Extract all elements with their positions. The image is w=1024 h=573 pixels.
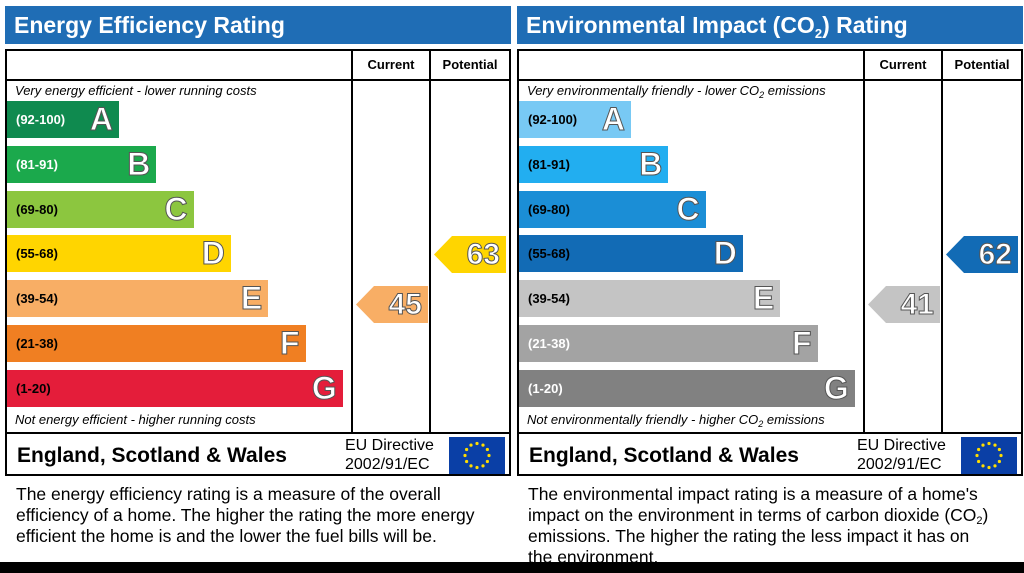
energy-rating-chart: Current Potential Very energy efficient …	[5, 49, 511, 476]
rating-band-b: (81-91) B	[7, 145, 157, 183]
eu-star	[993, 464, 997, 468]
rating-pointer-current: 41	[868, 286, 940, 324]
rating-band-d: (55-68) D	[7, 235, 231, 273]
band-range-label: (92-100)	[16, 112, 66, 127]
environment-note-top: Very environmentally friendly - lower CO…	[527, 83, 826, 100]
eu-star	[465, 459, 469, 464]
eu-star	[481, 464, 485, 468]
band-letter-label: B	[639, 145, 663, 182]
environment-panel-title: Environmental Impact (CO2) Rating	[517, 6, 1023, 44]
eu-star	[977, 447, 981, 452]
eu-star	[485, 459, 489, 464]
rating-pointer-potential: 63	[434, 236, 506, 274]
band-letter-label: E	[240, 280, 263, 317]
environment-description: The environmental impact rating is a mea…	[528, 484, 989, 567]
region-label: England, Scotland & Wales	[17, 444, 287, 467]
eu-flag-icon	[961, 437, 1017, 474]
energy-efficiency-panel: Energy Efficiency Rating Current Potenti…	[5, 4, 511, 573]
band-range-label: (69-80)	[16, 201, 58, 217]
band-range-label: (55-68)	[528, 246, 570, 262]
band-letter-label: C	[676, 190, 700, 227]
eu-star	[475, 465, 479, 470]
band-letter-label: A	[89, 101, 113, 138]
bottom-bar	[0, 562, 1024, 573]
rating-band-a: (92-100) A	[7, 101, 119, 138]
band-letter-label: E	[752, 280, 775, 317]
eu-star	[975, 453, 979, 458]
band-letter-label: D	[713, 235, 737, 272]
band-range-label: (1-20)	[528, 380, 563, 396]
energy-panel-title: Energy Efficiency Rating	[5, 6, 511, 44]
rating-band-e: (39-54) E	[7, 280, 269, 318]
eu-star	[999, 453, 1003, 458]
band-letter-label: B	[127, 145, 151, 182]
environment-rating-chart: Current Potential Very environmentally f…	[517, 49, 1023, 476]
band-range-label: (39-54)	[528, 291, 570, 307]
band-range-label: (69-80)	[528, 201, 570, 217]
band-letter-label: D	[201, 235, 225, 272]
band-letter-label: G	[311, 369, 337, 406]
band-range-label: (81-91)	[16, 156, 58, 172]
energy-description: The energy efficiency rating is a measur…	[16, 484, 475, 546]
energy-note-top: Very energy efficient - lower running co…	[15, 83, 257, 98]
band-letter-label: F	[279, 325, 300, 362]
eu-flag-icon	[449, 437, 505, 474]
rating-band-g: (1-20) G	[519, 369, 855, 407]
eu-star	[469, 443, 473, 447]
eu-star	[981, 443, 985, 447]
rating-pointer-value: 45	[388, 288, 422, 322]
eu-directive-label: EU Directive 2002/91/EC	[345, 437, 434, 473]
rating-band-f: (21-38) F	[7, 325, 306, 362]
band-range-label: (55-68)	[16, 246, 58, 262]
band-letter-label: F	[791, 325, 812, 362]
eu-star	[481, 443, 485, 447]
rating-pointer-current: 45	[356, 286, 428, 324]
band-range-label: (21-38)	[16, 336, 58, 351]
current-column-header: Current	[879, 57, 927, 72]
band-range-label: (81-91)	[528, 156, 570, 172]
rating-band-f: (21-38) F	[519, 325, 818, 362]
band-letter-label: G	[823, 369, 849, 406]
eu-directive-label: EU Directive 2002/91/EC	[857, 437, 946, 473]
eu-star	[987, 441, 991, 446]
eu-star	[997, 459, 1001, 464]
rating-pointer-value: 63	[466, 238, 500, 272]
eu-star	[987, 465, 991, 470]
band-range-label: (92-100)	[528, 112, 578, 127]
rating-band-a: (92-100) A	[519, 101, 631, 138]
region-label: England, Scotland & Wales	[529, 444, 799, 467]
eu-star	[475, 441, 479, 446]
energy-note-bottom: Not energy efficient - higher running co…	[15, 412, 256, 427]
eu-star	[981, 464, 985, 468]
eu-star	[993, 443, 997, 447]
eu-star	[485, 447, 489, 452]
eu-star	[487, 453, 491, 458]
band-letter-label: A	[601, 101, 625, 138]
rating-band-c: (69-80) C	[7, 190, 194, 228]
eu-star	[463, 453, 467, 458]
rating-band-b: (81-91) B	[519, 145, 669, 183]
rating-band-e: (39-54) E	[519, 280, 781, 318]
band-letter-label: C	[164, 190, 188, 227]
rating-band-c: (69-80) C	[519, 190, 706, 228]
rating-pointer-potential: 62	[946, 236, 1018, 274]
eu-star	[465, 447, 469, 452]
rating-pointer-value: 62	[978, 238, 1012, 272]
potential-column-header: Potential	[442, 57, 498, 72]
eu-star	[977, 459, 981, 464]
current-column-header: Current	[367, 57, 415, 72]
band-range-label: (21-38)	[528, 336, 570, 351]
rating-pointer-value: 41	[900, 288, 934, 322]
eu-star	[997, 447, 1001, 452]
environment-note-bottom: Not environmentally friendly - higher CO…	[527, 412, 825, 429]
environmental-impact-panel: Environmental Impact (CO2) Rating Curren…	[517, 4, 1023, 573]
rating-band-g: (1-20) G	[7, 369, 343, 407]
rating-band-d: (55-68) D	[519, 235, 743, 273]
eu-star	[469, 464, 473, 468]
potential-column-header: Potential	[954, 57, 1010, 72]
band-range-label: (1-20)	[16, 380, 51, 396]
band-range-label: (39-54)	[16, 291, 58, 307]
